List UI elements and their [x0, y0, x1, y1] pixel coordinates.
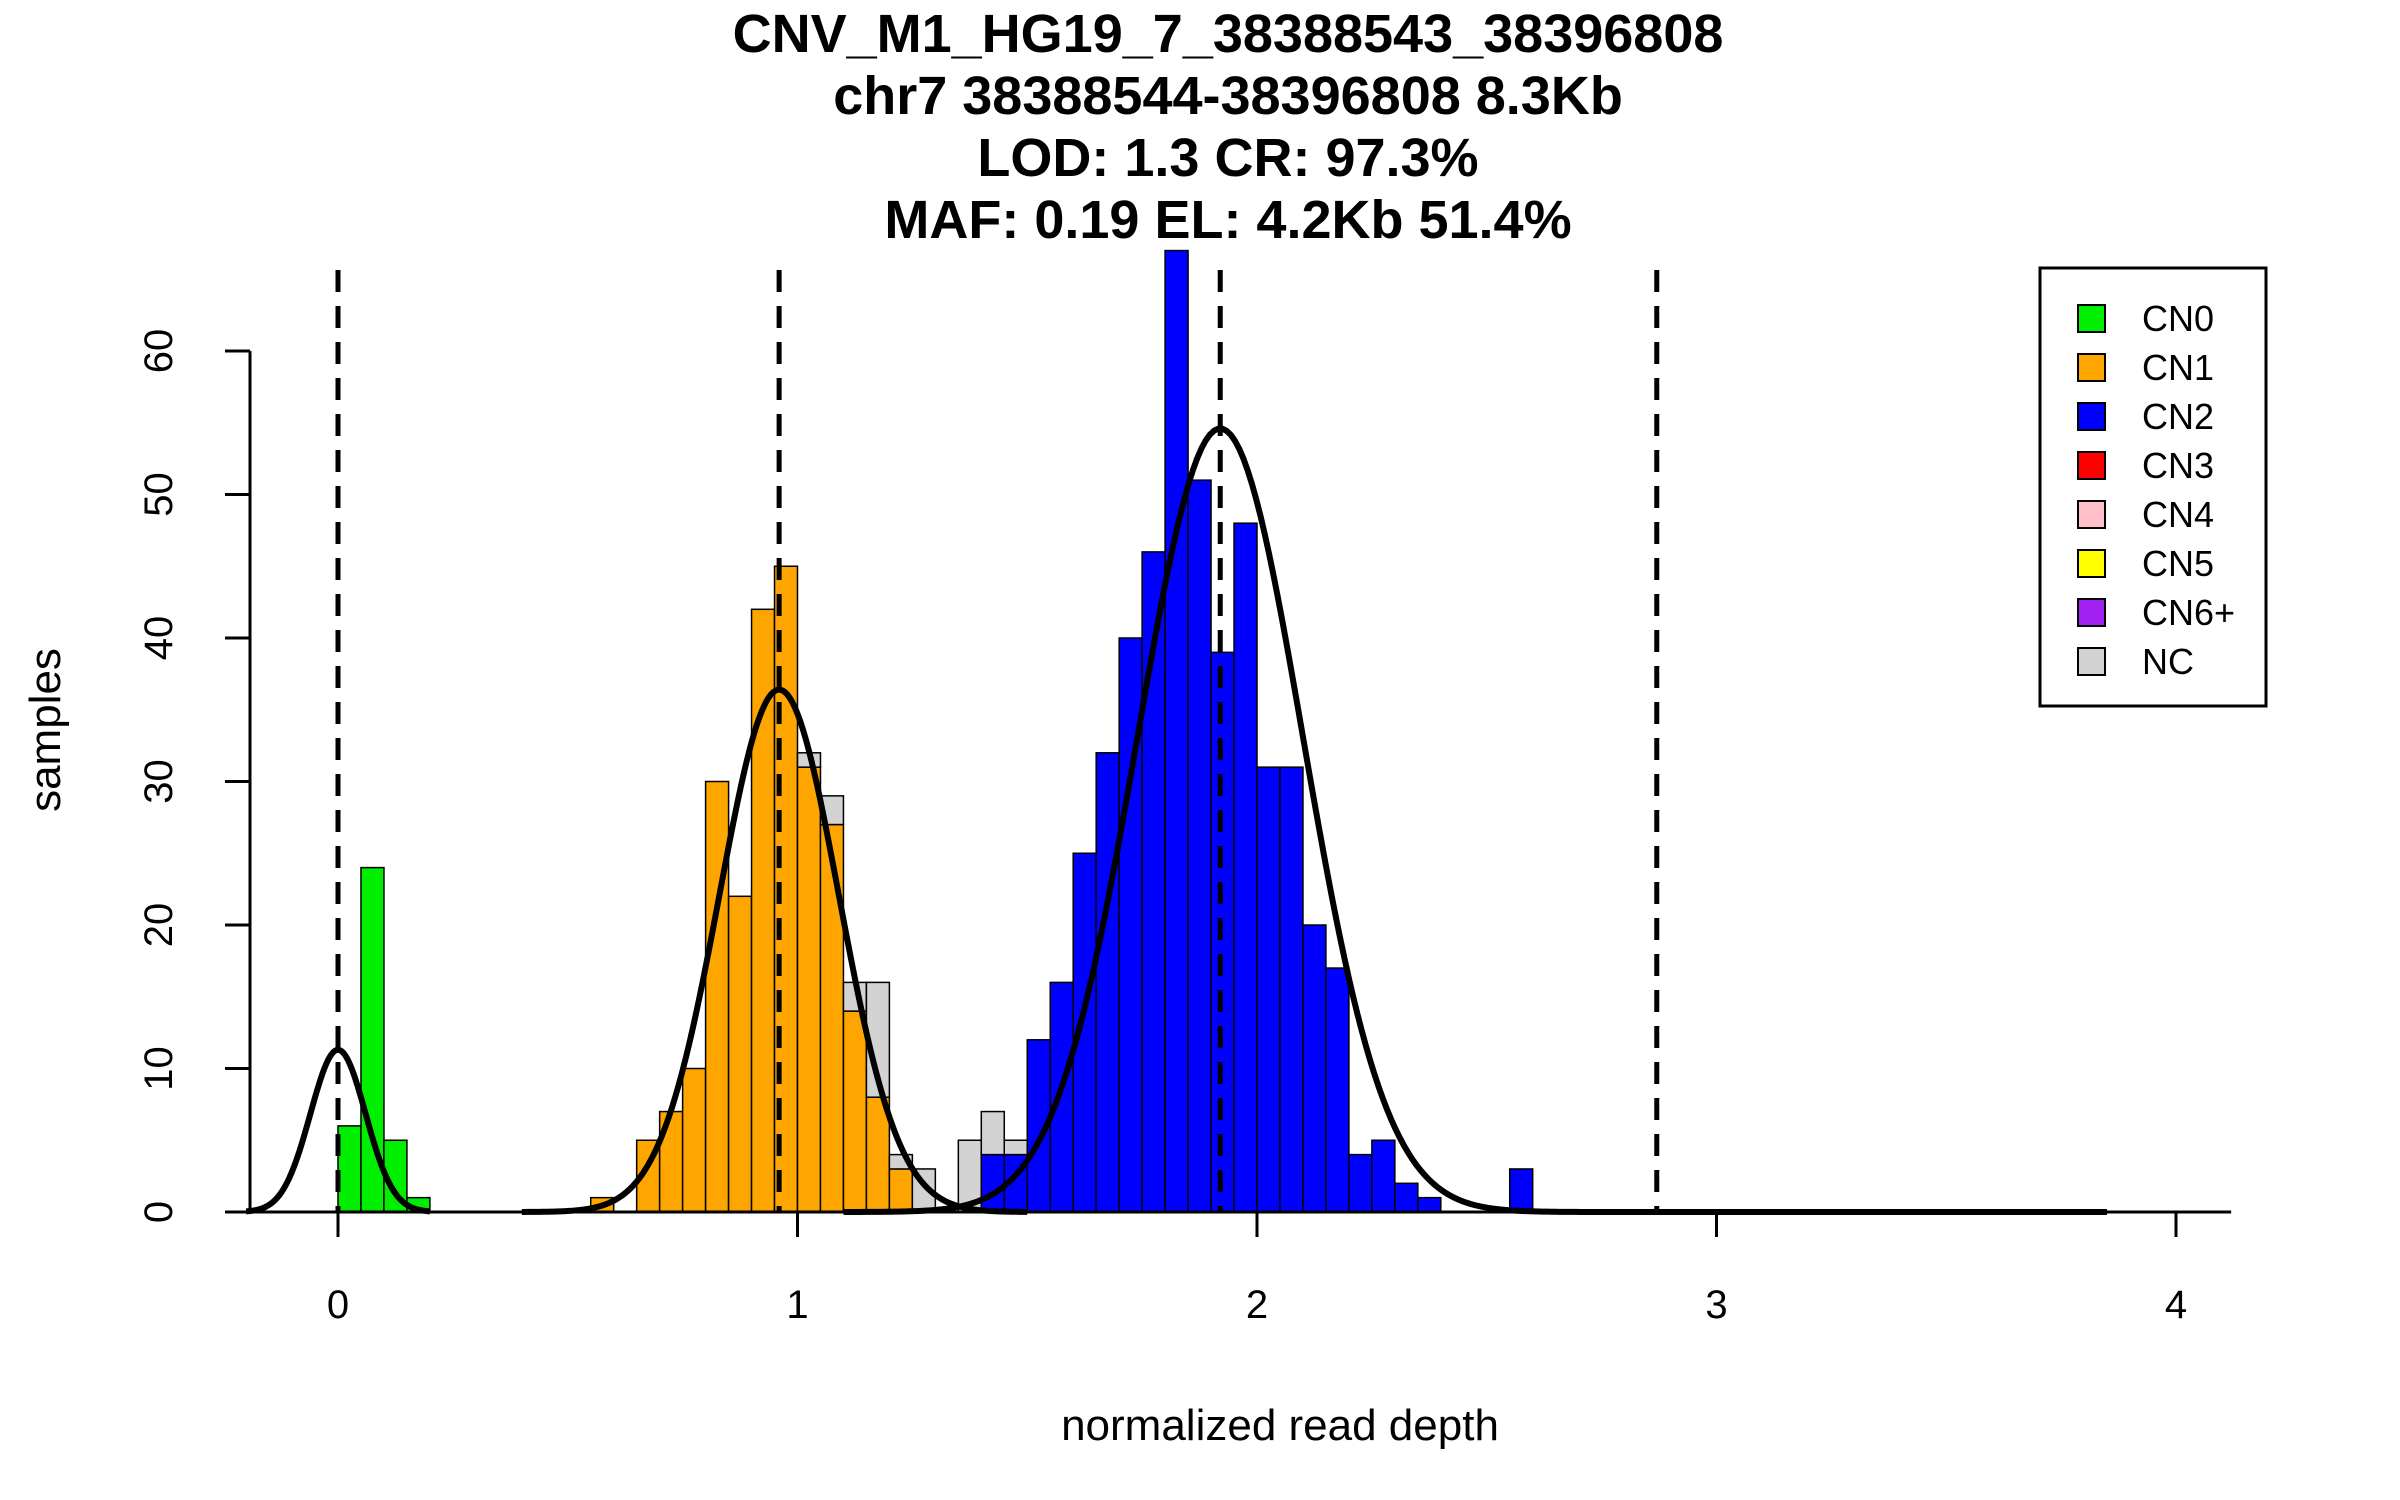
legend-label-nc: NC: [2142, 641, 2194, 682]
legend-swatch-cn4: [2077, 500, 2106, 529]
bar-cn2-24: [1095, 752, 1120, 1213]
legend: CN0 CN1 CN2 CN3 CN4 CN5 CN6+ NC: [2038, 266, 2268, 708]
bar-cn2-35: [1348, 1153, 1373, 1213]
legend-swatch-cn5: [2077, 549, 2106, 578]
x-tick-label-4: 4: [2165, 1283, 2187, 1327]
bar-cn1-10: [750, 608, 776, 1213]
title-line-3: LOD: 1.3 CR: 97.3%: [977, 128, 1478, 188]
bar-cn2-39: [1508, 1168, 1534, 1213]
bar-nc-20: [1003, 1139, 1029, 1156]
x-tick-label-3: 3: [1705, 1283, 1727, 1327]
bar-cn2-38: [1417, 1196, 1442, 1213]
y-tick-label-30: 30: [137, 759, 181, 804]
x-tick-label-2: 2: [1246, 1283, 1268, 1327]
legend-label-cn5: CN5: [2142, 543, 2214, 584]
bar-cn2-33: [1302, 924, 1327, 1213]
y-tick-label-0: 0: [137, 1201, 181, 1223]
bar-cn1-12: [796, 766, 822, 1213]
bar-cn1-14: [842, 1010, 868, 1213]
legend-label-cn2: CN2: [2142, 396, 2214, 437]
bar-cn0-0: [337, 1125, 362, 1213]
y-tick-label-20: 20: [137, 903, 181, 948]
legend-label-cn3: CN3: [2142, 445, 2214, 486]
bar-nc-19: [980, 1110, 1006, 1156]
legend-swatch-cn3: [2077, 451, 2106, 480]
bar-cn1-13: [819, 823, 845, 1213]
legend-label-cn1: CN1: [2142, 347, 2214, 388]
bar-cn2-30: [1233, 522, 1258, 1213]
legend-swatch-nc: [2077, 647, 2106, 676]
bar-cn1-9: [727, 895, 753, 1213]
y-axis-label: samples: [21, 648, 70, 812]
bar-cn2-31: [1256, 766, 1281, 1213]
bar-cn2-37: [1394, 1182, 1419, 1213]
y-tick-label-40: 40: [137, 616, 181, 661]
bar-cn2-34: [1325, 967, 1350, 1213]
x-tick-label-1: 1: [786, 1283, 808, 1327]
x-tick-label-0: 0: [327, 1283, 349, 1327]
y-tick-label-50: 50: [137, 472, 181, 517]
x-axis-label: normalized read depth: [1061, 1401, 1499, 1450]
title-line-1: CNV_M1_HG19_7_38388543_38396808: [733, 4, 1724, 64]
copy-number-guide-lines: [335, 270, 1660, 1212]
bar-cn1-16: [888, 1168, 914, 1213]
legend-swatch-cn2: [2077, 402, 2106, 431]
bar-cn2-28: [1187, 479, 1212, 1213]
bar-cn2-19: [980, 1153, 1006, 1213]
legend-swatch-cn6plus: [2077, 598, 2106, 627]
y-tick-label-60: 60: [137, 329, 181, 374]
bar-cn2-36: [1371, 1139, 1396, 1213]
title-line-4: MAF: 0.19 EL: 4.2Kb 51.4%: [884, 190, 1571, 250]
legend-box: [2038, 266, 2268, 708]
bar-cn2-22: [1049, 981, 1074, 1213]
bar-cn1-7: [681, 1067, 707, 1213]
legend-swatch-cn0: [2077, 304, 2106, 333]
bar-cn1-8: [704, 780, 730, 1213]
bar-cn2-27: [1164, 249, 1189, 1213]
legend-label-cn6plus: CN6+: [2142, 592, 2235, 633]
legend-swatch-cn1: [2077, 353, 2106, 382]
fitted-curve-2: [521, 686, 1028, 1215]
chart-title: CNV_M1_HG19_7_38388543_38396808 chr7 383…: [733, 4, 1724, 250]
fitted-curve-1: [245, 1046, 431, 1215]
y-tick-label-10: 10: [137, 1046, 181, 1091]
title-line-2: chr7 38388544-38396808 8.3Kb: [833, 66, 1623, 126]
bar-cn2-32: [1279, 766, 1304, 1213]
legend-label-cn4: CN4: [2142, 494, 2214, 535]
legend-label-cn0: CN0: [2142, 298, 2214, 339]
histogram-bars: [337, 249, 1534, 1213]
